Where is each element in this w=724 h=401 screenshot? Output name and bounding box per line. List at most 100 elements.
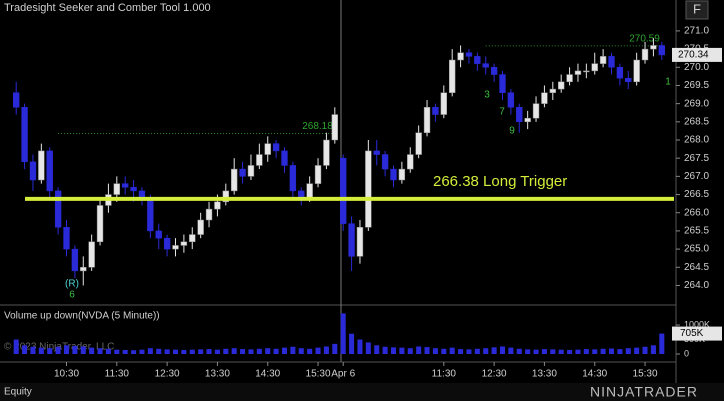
volume-bar: [516, 348, 522, 354]
x-tick-label: 13:30: [205, 369, 230, 380]
last-volume-box: [672, 326, 722, 341]
volume-bar: [625, 348, 631, 354]
corner-button-label[interactable]: F: [693, 1, 701, 16]
signal-label: 3: [484, 90, 490, 101]
volume-bar: [466, 349, 472, 354]
candle-body: [180, 241, 188, 246]
x-tick-label: 13:30: [532, 369, 557, 380]
volume-bar: [340, 313, 346, 354]
footer-bar: [0, 383, 724, 401]
y-tick-label: 266.5: [684, 189, 709, 200]
candle-body: [381, 154, 389, 170]
x-tick-label: 15:30: [633, 369, 658, 380]
x-tick-label: Apr 6: [331, 369, 355, 380]
volume-bar: [491, 347, 497, 354]
volume-bar: [508, 347, 514, 354]
volume-bar: [147, 348, 153, 354]
candle-body: [499, 74, 506, 93]
volume-bar: [105, 348, 111, 354]
y-tick-label: 265.0: [684, 244, 709, 255]
volume-bar: [499, 346, 506, 354]
level-label: 270.59: [629, 33, 660, 44]
volume-bar: [541, 349, 547, 354]
candle-body: [222, 190, 229, 203]
x-tick-label: 15:30: [306, 369, 331, 380]
candle-body: [440, 92, 447, 115]
volume-bar: [424, 347, 430, 354]
candle-body: [172, 245, 179, 250]
y-tick-label: 271.0: [684, 26, 709, 37]
volume-bar: [407, 348, 413, 354]
volume-bar: [349, 333, 355, 354]
volume-bar: [189, 349, 195, 354]
volume-bar: [474, 348, 480, 354]
candle-body: [113, 183, 120, 195]
volume-bar: [30, 346, 36, 354]
last-price-box: [672, 47, 722, 62]
volume-bar: [600, 348, 606, 354]
volume-bar: [139, 349, 145, 354]
candle-body: [281, 150, 288, 166]
volume-bar: [273, 348, 279, 354]
candle-body: [323, 139, 330, 166]
x-tick-label: 14:30: [255, 369, 280, 380]
volume-bar: [525, 349, 531, 354]
volume-bar: [131, 350, 137, 354]
candle-body: [147, 197, 154, 232]
volume-bar: [449, 347, 455, 354]
volume-bar: [307, 348, 313, 354]
signal-label: 9: [509, 126, 515, 137]
candle-body: [482, 63, 489, 68]
candle-body: [356, 227, 364, 257]
volume-bar: [223, 348, 229, 354]
signal-label: 7: [499, 107, 505, 118]
signal-label: 6: [69, 290, 75, 301]
volume-bar: [298, 348, 304, 354]
candle-body: [658, 45, 665, 56]
candle-body: [331, 114, 338, 141]
candle-body: [155, 230, 162, 239]
volume-bar: [558, 349, 564, 354]
x-tick-label: 12:30: [482, 369, 507, 380]
volume-bar: [458, 349, 464, 354]
corner-button[interactable]: [685, 0, 709, 20]
logo: NINJATRADER: [590, 384, 698, 400]
candle-body: [423, 107, 431, 133]
volume-bar: [634, 347, 640, 354]
volume-bar: [181, 349, 187, 354]
candle-body: [365, 150, 372, 228]
candle-body: [289, 165, 297, 192]
volume-bar: [575, 349, 581, 354]
volume-bar: [89, 347, 95, 354]
y-tick-label: 267.0: [684, 171, 709, 182]
volume-bar: [650, 345, 656, 354]
candle-body: [197, 219, 204, 235]
candle-body: [616, 67, 624, 79]
y-tick-label: 269.5: [684, 80, 709, 91]
volume-bar: [248, 349, 254, 354]
signal-label: (R): [65, 279, 79, 290]
volume-bar: [231, 348, 237, 354]
candle-body: [54, 190, 62, 228]
y-tick-label: 265.5: [684, 226, 709, 237]
candle-body: [239, 168, 246, 177]
volume-bar: [416, 346, 422, 354]
x-tick-label: 14:30: [582, 369, 607, 380]
x-tick-label: 10:30: [54, 369, 79, 380]
y-tick-label: 270.0: [684, 62, 709, 73]
candle-body: [38, 150, 45, 181]
volume-bar: [323, 346, 329, 354]
candle-body: [432, 107, 439, 115]
volume-bar: [659, 333, 665, 354]
level-label: 268.18: [302, 121, 333, 132]
volume-bar: [550, 349, 556, 354]
candle-body: [558, 81, 565, 90]
volume-tick-label: 0: [684, 348, 689, 358]
candle-body: [205, 208, 213, 221]
candle-body: [641, 48, 649, 61]
volume-bar: [432, 348, 438, 354]
volume-bar: [399, 347, 405, 354]
volume-bar: [240, 349, 246, 354]
candle-body: [457, 52, 464, 61]
